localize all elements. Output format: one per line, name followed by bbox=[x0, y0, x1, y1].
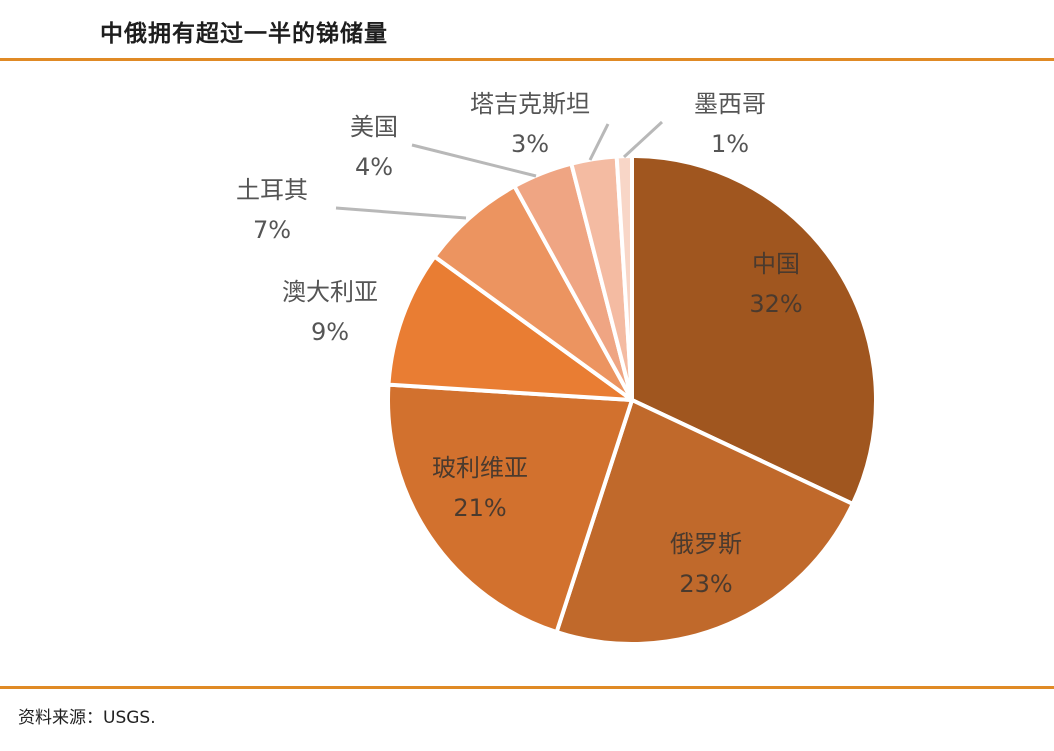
pie-slice-5 bbox=[432, 184, 634, 402]
pie-slice-3 bbox=[386, 382, 634, 635]
pie-slice-2 bbox=[554, 398, 855, 646]
slice-label-value-5: 7% bbox=[253, 216, 291, 244]
leader-line-6 bbox=[411, 143, 537, 178]
pie-slice-1 bbox=[630, 154, 878, 506]
header-rule bbox=[0, 58, 1054, 61]
slice-label-value-7: 3% bbox=[511, 130, 549, 158]
slice-label-name-6: 美国 bbox=[350, 113, 398, 141]
chart-title: 中俄拥有超过一半的锑储量 bbox=[100, 21, 388, 47]
slice-label-name-2: 俄罗斯 bbox=[670, 530, 742, 558]
slice-label-name-5: 土耳其 bbox=[236, 176, 308, 204]
leader-line-5 bbox=[335, 206, 467, 220]
source-note: 资料来源：USGS. bbox=[18, 708, 156, 728]
slice-label-name-7: 塔吉克斯坦 bbox=[470, 90, 590, 118]
leader-line-8 bbox=[622, 120, 664, 159]
slice-label-name-3: 玻利维亚 bbox=[432, 454, 528, 482]
slice-label-value-4: 9% bbox=[311, 318, 349, 346]
slice-label-name-4: 澳大利亚 bbox=[282, 278, 378, 306]
slice-label-value-3: 21% bbox=[453, 494, 506, 522]
footer-rule bbox=[0, 686, 1054, 689]
slice-label-name-1: 中国 bbox=[752, 250, 800, 278]
slice-label-value-6: 4% bbox=[355, 153, 393, 181]
slice-label-value-2: 23% bbox=[679, 570, 732, 598]
slice-label-value-8: 1% bbox=[711, 130, 749, 158]
pie-slice-4 bbox=[386, 254, 634, 402]
slice-label-value-1: 32% bbox=[749, 290, 802, 318]
leader-line-7 bbox=[588, 123, 610, 161]
slice-label-name-8: 墨西哥 bbox=[694, 90, 766, 118]
